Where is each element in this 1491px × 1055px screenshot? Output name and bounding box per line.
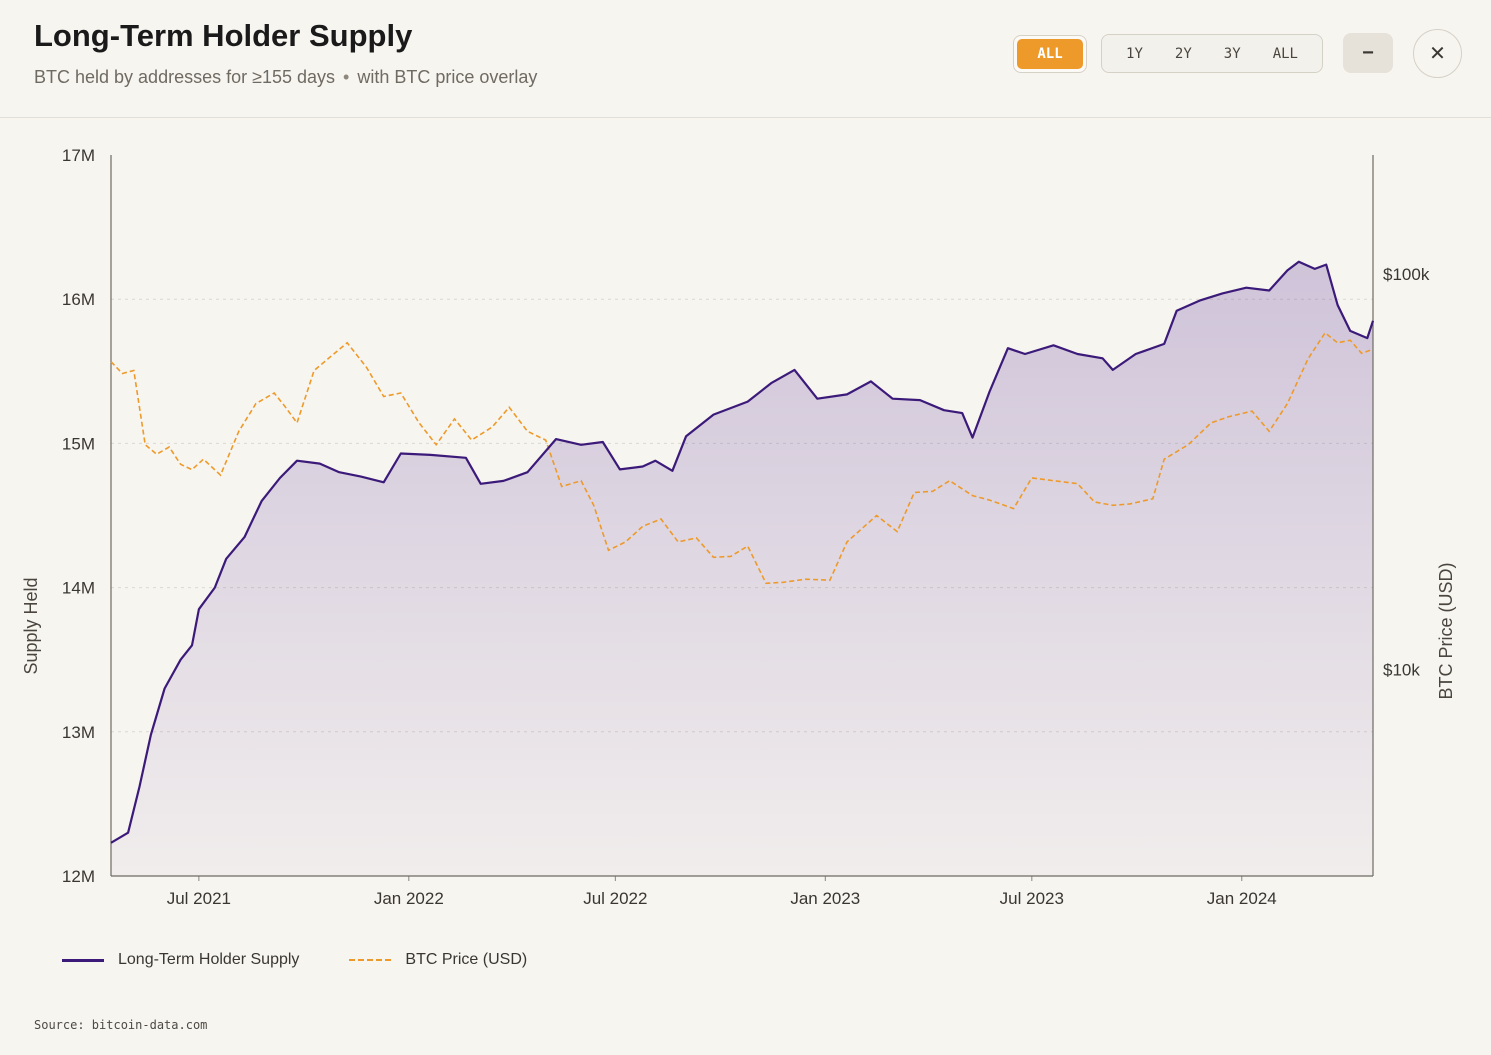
y2-axis-title: BTC Price (USD) [1436, 562, 1456, 699]
y2-tick-label: $10k [1383, 660, 1420, 679]
subtitle-suffix: with BTC price overlay [357, 67, 538, 87]
y2-tick-label: $100k [1383, 265, 1430, 284]
axes [110, 155, 1374, 881]
chart-area: 12M 13M 14M 15M 16M 17M $10k $100k Jul 2021 Jan 2… [21, 146, 1456, 908]
chart-header: Long-Term Holder Supply BTC held by addr… [0, 0, 1491, 118]
legend-swatch-supply [62, 958, 104, 962]
x-tick-label: Jul 2021 [167, 889, 231, 908]
subtitle-separator: • [343, 67, 350, 87]
minimize-button[interactable]: − [1343, 33, 1393, 73]
legend-swatch-price [349, 959, 392, 961]
y-tick-label: 12M [62, 867, 95, 886]
y-tick-label: 14M [62, 579, 95, 598]
page-title: Long-Term Holder Supply [34, 18, 413, 53]
range-2y-button[interactable]: 2Y [1174, 45, 1192, 62]
subtitle: BTC held by addresses for ≥155 days • with… [34, 67, 537, 88]
legend-item-price[interactable]: BTC Price (USD) [349, 951, 527, 969]
legend-label-supply: Long-Term Holder Supply [118, 951, 300, 968]
supply-area-fill [111, 261, 1373, 876]
range-1y-button[interactable]: 1Y [1126, 45, 1143, 62]
x-tick-label: Jan 2024 [1207, 889, 1277, 908]
range-3y-button[interactable]: 3Y [1223, 45, 1241, 62]
y-tick-label: 13M [62, 723, 95, 742]
tick-labels: 12M 13M 14M 15M 16M 17M $10k $100k Jul 2021 Jan 2… [62, 146, 1430, 908]
y-tick-label: 16M [62, 290, 95, 309]
source-note: Source: bitcoin-data.com [34, 1018, 208, 1032]
range-selector: 1Y 2Y 3Y ALL [1101, 34, 1323, 73]
x-tick-label: Jul 2022 [583, 889, 647, 908]
x-tick-label: Jan 2022 [374, 889, 444, 908]
legend: Long-Term Holder Supply BTC Price (USD) [62, 951, 577, 969]
close-icon: ✕ [1429, 43, 1446, 65]
x-tick-label: Jul 2023 [1000, 889, 1064, 908]
legend-item-supply[interactable]: Long-Term Holder Supply [62, 951, 299, 969]
close-button[interactable]: ✕ [1413, 29, 1462, 78]
x-tick-label: Jan 2023 [790, 889, 860, 908]
subtitle-text: BTC held by addresses for ≥155 days [34, 67, 336, 87]
range-all-button[interactable]: ALL [1272, 45, 1298, 62]
supply-line [110, 260, 1375, 844]
y-tick-label: 17M [62, 146, 95, 165]
btc-price-line [110, 331, 1374, 585]
y-tick-label: 15M [62, 434, 95, 453]
y-axis-title: Supply Held [21, 577, 41, 674]
active-range-button[interactable]: ALL [1013, 35, 1087, 73]
legend-label-price: BTC Price (USD) [405, 951, 528, 968]
active-range-label: ALL [1017, 39, 1083, 69]
minimize-icon: − [1362, 41, 1374, 64]
